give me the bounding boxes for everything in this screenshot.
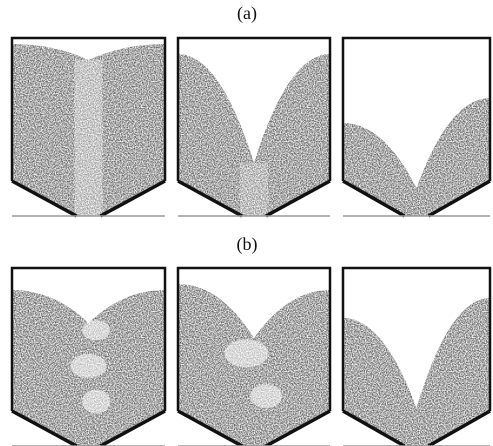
light-region [82, 320, 110, 340]
light-region [82, 390, 110, 414]
light-region [224, 339, 268, 367]
snapshot-frame [178, 268, 330, 446]
snapshot-frame [12, 268, 165, 446]
panel-label: (a) [237, 3, 257, 24]
snapshot-frame [12, 38, 165, 216]
flow-column [75, 60, 103, 216]
panel-label: (b) [237, 234, 258, 255]
snapshot-frame [343, 38, 490, 216]
snapshot-frame [178, 38, 330, 216]
snapshot-frame [343, 268, 490, 446]
light-region [250, 384, 282, 408]
light-region [71, 354, 107, 378]
flow-column [240, 163, 268, 216]
figure: (a) (b) [0, 0, 493, 446]
